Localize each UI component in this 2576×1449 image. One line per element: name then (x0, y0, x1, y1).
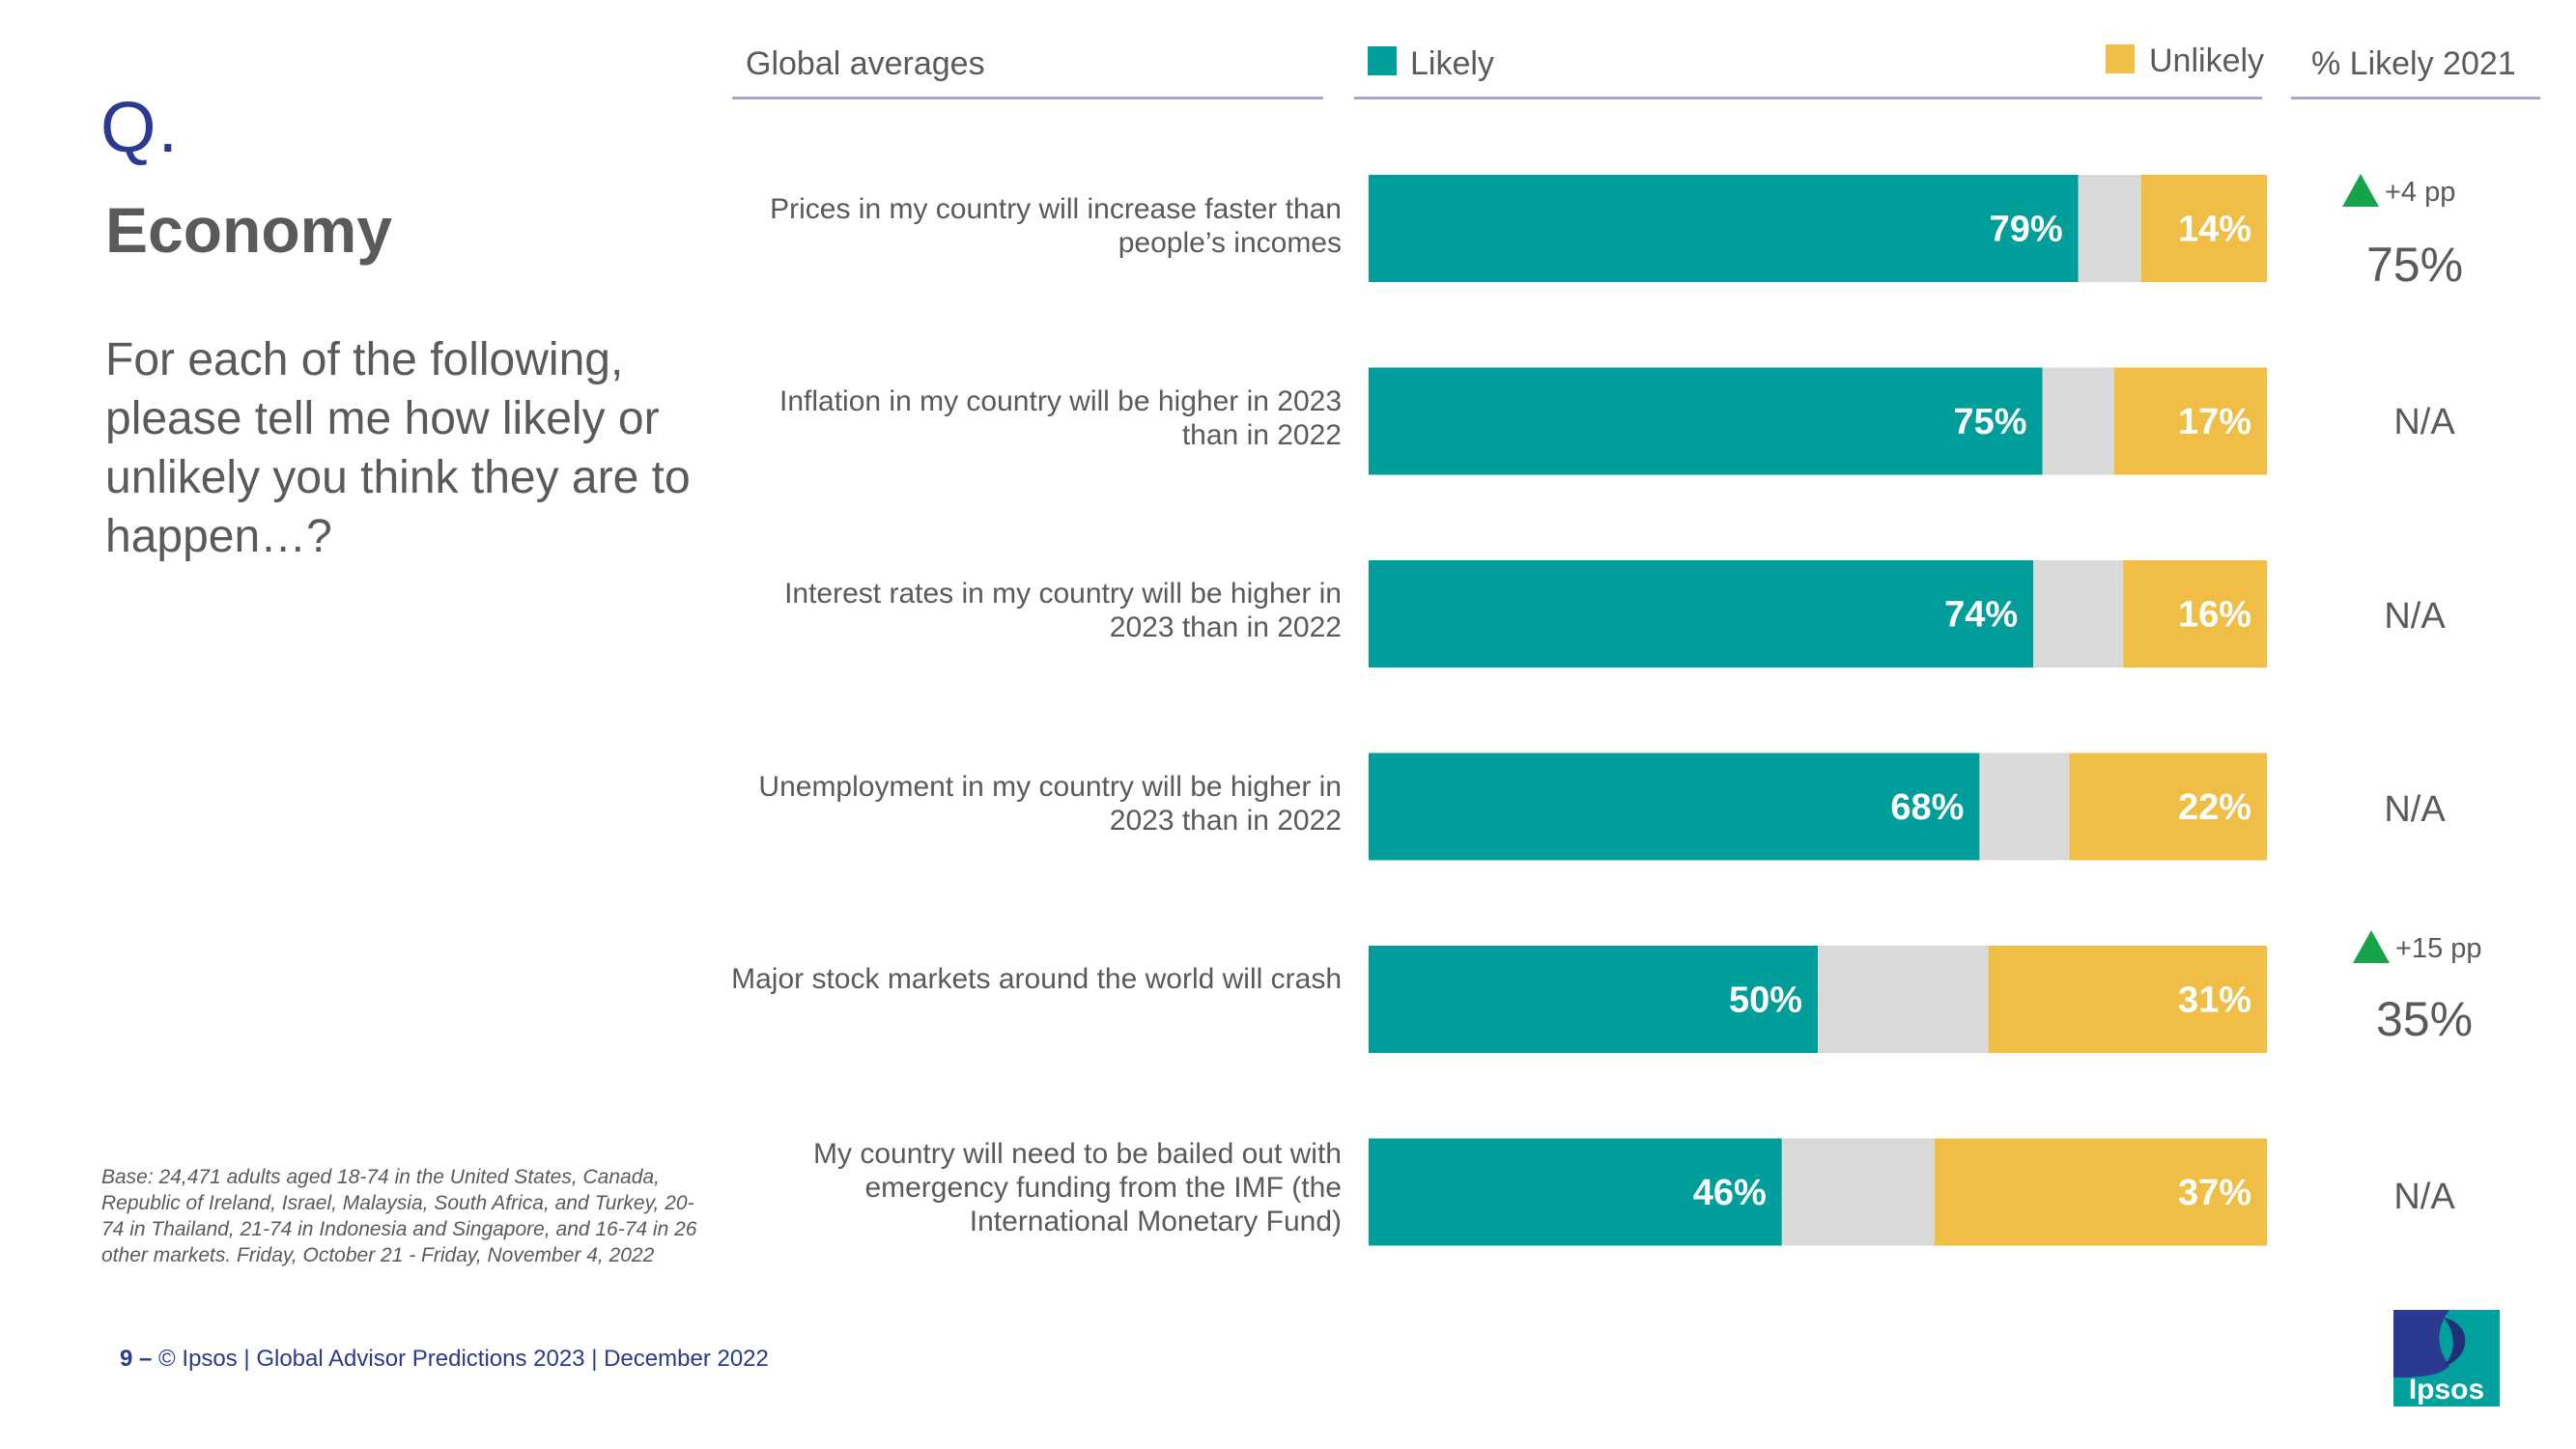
label-unlikely-prices: 14% (2178, 210, 2251, 250)
row-label-stock-markets: Major stock markets around the world wil… (731, 963, 1342, 995)
bar-likely-stock-markets (1369, 946, 1818, 1053)
likely-2021-inflation: N/A (2393, 402, 2455, 442)
delta-2021-stock-markets: +15 pp (2353, 930, 2482, 965)
likely-2021-imf-bailout: N/A (2393, 1177, 2455, 1217)
label-unlikely-interest-rates: 16% (2178, 595, 2251, 636)
header-line-2021 (2291, 97, 2540, 99)
bar-likely-interest-rates (1369, 560, 2034, 668)
likely-2021-interest-rates: N/A (2384, 596, 2446, 637)
label-likely-stock-markets: 50% (1729, 980, 1802, 1021)
bar-unlikely-imf-bailout (1934, 1138, 2267, 1246)
bar-unlikely-unemployment (2069, 753, 2267, 861)
row-label-imf-bailout: My country will need to be bailed out wi… (813, 1138, 1342, 1237)
label-unlikely-inflation: 17% (2178, 402, 2251, 442)
bar-likely-unemployment (1369, 753, 1980, 861)
logo-blue-shape (2393, 1310, 2449, 1378)
question-text: For each of the following, please tell m… (105, 334, 691, 562)
delta-2021-prices: +4 pp (2342, 174, 2455, 209)
bar-neither-imf-bailout (1781, 1138, 1935, 1246)
legend-likely-swatch (1368, 46, 1397, 75)
footer-text: © Ipsos | Global Advisor Predictions 202… (158, 1346, 769, 1372)
bar-neither-inflation (2042, 367, 2114, 475)
header-line-chart (1354, 97, 2262, 99)
row-label-interest-rates: Interest rates in my country will be hig… (784, 578, 1342, 643)
bar-likely-inflation (1369, 367, 2043, 475)
row-label-unemployment: Unemployment in my country will be highe… (758, 771, 1342, 837)
page-number: 9 – (120, 1346, 153, 1372)
base-note: Base: 24,471 adults aged 18-74 in the Un… (101, 1166, 697, 1266)
logo-head-shape (2444, 1318, 2466, 1366)
bar-likely-imf-bailout (1369, 1138, 1782, 1246)
footer: 9 – © Ipsos | Global Advisor Predictions… (120, 1346, 769, 1373)
bar-neither-unemployment (1979, 753, 2070, 861)
label-likely-prices: 79% (1990, 210, 2063, 250)
likely-2021-prices: 75% (2365, 238, 2464, 292)
bar-unlikely-prices (2140, 175, 2267, 282)
row-label-prices: Prices in my country will increase faste… (770, 193, 1342, 259)
bar-unlikely-inflation (2113, 367, 2267, 475)
section-title: Economy (105, 194, 393, 266)
bar-neither-prices (2078, 175, 2141, 282)
ipsos-logo: Ipsos (2393, 1310, 2500, 1406)
up-arrow-icon (2353, 930, 2390, 963)
bar-likely-prices (1369, 175, 2079, 282)
label-likely-interest-rates: 74% (1944, 595, 2018, 636)
delta-2021-prices-text: +4 pp (2385, 177, 2456, 208)
legend-unlikely-swatch (2106, 44, 2135, 73)
likely-2021-unemployment: N/A (2384, 789, 2446, 830)
q-mark: Q. (100, 87, 181, 167)
up-arrow-icon (2342, 174, 2379, 207)
label-unlikely-unemployment: 22% (2178, 787, 2251, 828)
label-likely-unemployment: 68% (1890, 787, 1964, 828)
bar-neither-interest-rates (2033, 560, 2124, 668)
legend-likely-label: Likely (1410, 45, 1494, 82)
label-likely-imf-bailout: 46% (1693, 1173, 1767, 1213)
likely-2021-stock-markets: 35% (2375, 992, 2474, 1046)
logo-text: Ipsos (2409, 1374, 2484, 1406)
row-label-inflation: Inflation in my country will be higher i… (779, 385, 1342, 451)
header-global-averages: Global averages (746, 45, 985, 82)
header-line-global (732, 97, 1323, 99)
label-likely-inflation: 75% (1953, 402, 2026, 442)
bar-unlikely-stock-markets (1988, 946, 2267, 1053)
legend-unlikely-label: Unlikely (2149, 43, 2265, 79)
label-unlikely-imf-bailout: 37% (2178, 1173, 2251, 1213)
header-likely-2021: % Likely 2021 (2311, 45, 2516, 82)
label-unlikely-stock-markets: 31% (2178, 980, 2251, 1021)
bar-neither-stock-markets (1818, 946, 1989, 1053)
delta-2021-stock-markets-text: +15 pp (2395, 933, 2482, 964)
bar-unlikely-interest-rates (2123, 560, 2267, 668)
